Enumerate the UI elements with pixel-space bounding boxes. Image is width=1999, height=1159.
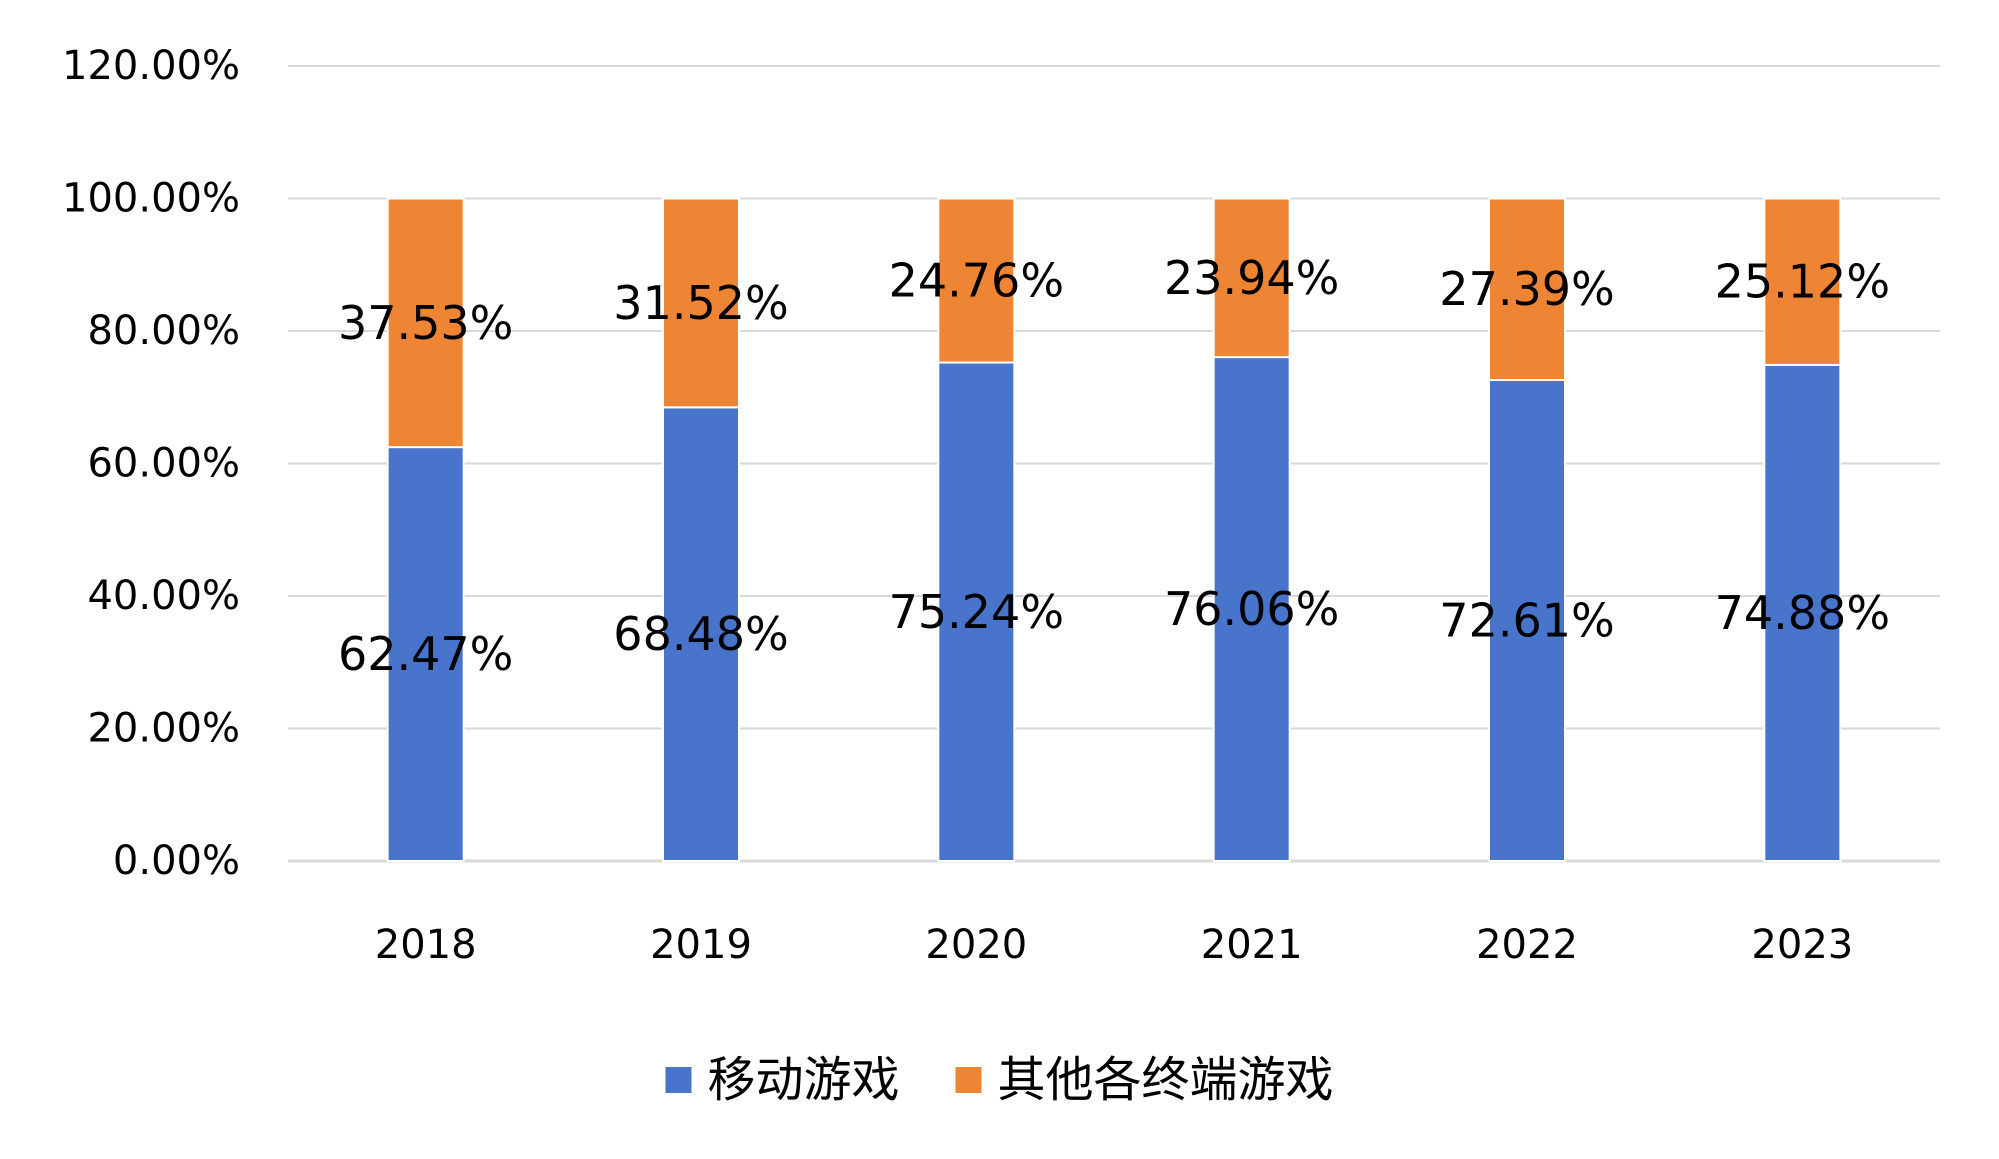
x-tick-label: 2021 bbox=[1201, 922, 1303, 968]
bar-segment-1-2023 bbox=[1763, 197, 1842, 366]
data-labels: 62.47% 37.53% 68.48% 31.52% 75.24% 24.76% 76.0… bbox=[338, 251, 1890, 681]
y-tick-label: 40.00% bbox=[87, 573, 240, 619]
data-label: 76.06% bbox=[1164, 582, 1339, 636]
data-label: 37.53% bbox=[338, 296, 513, 350]
bar-segment-0-2021 bbox=[1212, 356, 1291, 862]
bars bbox=[386, 197, 1842, 862]
data-label: 23.94% bbox=[1164, 251, 1339, 305]
y-axis-tick-labels: 0.00% 20.00% 40.00% 60.00% 80.00% 100.00% 120.… bbox=[62, 43, 240, 884]
data-label: 72.61% bbox=[1439, 593, 1614, 647]
data-label: 27.39% bbox=[1439, 262, 1614, 316]
legend-label: 其他各终端游戏 bbox=[998, 1052, 1334, 1108]
y-tick-label: 0.00% bbox=[113, 838, 240, 884]
legend-label: 移动游戏 bbox=[707, 1052, 899, 1108]
x-tick-label: 2019 bbox=[650, 922, 752, 968]
data-label: 62.47% bbox=[338, 627, 513, 681]
bar-segment-1-2020 bbox=[937, 197, 1016, 364]
data-label: 75.24% bbox=[889, 585, 1064, 639]
legend-swatch bbox=[665, 1067, 692, 1093]
data-label: 74.88% bbox=[1715, 586, 1890, 640]
legend-item: 其他各终端游戏 bbox=[955, 1052, 1334, 1108]
bar-segment-0-2019 bbox=[662, 406, 740, 862]
x-tick-label: 2018 bbox=[375, 922, 477, 968]
data-label: 31.52% bbox=[613, 276, 788, 330]
x-tick-label: 2022 bbox=[1476, 922, 1578, 968]
bar-segment-0-2020 bbox=[937, 361, 1016, 862]
y-tick-label: 120.00% bbox=[62, 43, 240, 89]
y-tick-label: 100.00% bbox=[62, 176, 240, 222]
bar-segment-0-2023 bbox=[1763, 363, 1842, 862]
data-label: 24.76% bbox=[889, 254, 1064, 308]
data-label: 68.48% bbox=[613, 607, 788, 661]
x-tick-label: 2023 bbox=[1751, 922, 1853, 968]
x-axis-tick-labels: 2018 2019 2020 2021 2022 2023 bbox=[375, 922, 1853, 968]
y-tick-label: 20.00% bbox=[87, 706, 240, 752]
data-label: 25.12% bbox=[1715, 255, 1890, 309]
legend-item: 移动游戏 bbox=[665, 1052, 900, 1108]
legend: 移动游戏 其他各终端游戏 bbox=[665, 1052, 1334, 1108]
legend-swatch bbox=[955, 1067, 982, 1093]
x-tick-label: 2020 bbox=[925, 922, 1027, 968]
bar-segment-1-2022 bbox=[1488, 197, 1566, 381]
bar-segment-1-2019 bbox=[662, 197, 740, 409]
bar-segment-1-2018 bbox=[386, 197, 465, 449]
bar-segment-1-2021 bbox=[1212, 197, 1291, 359]
gridlines bbox=[288, 65, 1940, 863]
bar-segment-0-2022 bbox=[1488, 378, 1566, 862]
y-tick-label: 80.00% bbox=[87, 308, 240, 354]
bar-segment-0-2018 bbox=[386, 446, 465, 862]
y-tick-label: 60.00% bbox=[87, 441, 240, 487]
